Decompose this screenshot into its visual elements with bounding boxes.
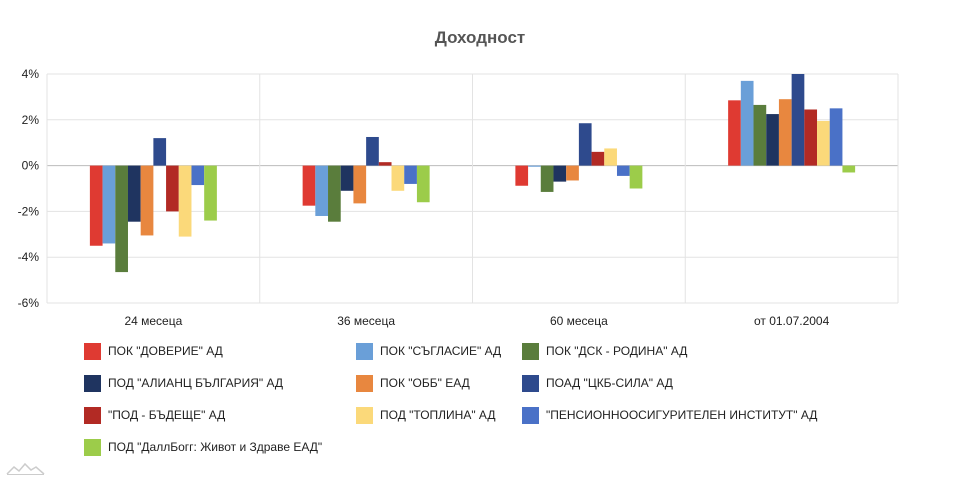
bar — [728, 100, 741, 166]
legend-item[interactable]: ПОАД "ЦКБ-СИЛА" АД — [522, 374, 844, 392]
legend-label: "ПОД - БЪДЕЩЕ" АД — [108, 408, 226, 422]
bar — [829, 108, 843, 166]
legend-swatch — [356, 406, 373, 424]
legend-item[interactable]: ПОК "ОББ" ЕАД — [356, 374, 522, 392]
bar — [778, 99, 792, 166]
chart-legend: ПОК "ДОВЕРИЕ" АД ПОК "СЪГЛАСИЕ" АД ПОК "ДС… — [84, 342, 844, 456]
bar — [629, 165, 643, 189]
y-tick-label: -2% — [18, 204, 40, 218]
legend-swatch — [84, 406, 101, 424]
bar — [353, 165, 367, 204]
legend-item[interactable]: ПОК "ДСК - РОДИНА" АД — [522, 342, 844, 360]
legend-item[interactable]: ПОД "ТОПЛИНА" АД — [356, 406, 522, 424]
bar — [391, 165, 405, 191]
legend-label: ПОД "ТОПЛИНА" АД — [380, 408, 496, 422]
bar — [515, 165, 529, 186]
y-tick-label: 4% — [22, 67, 40, 81]
chart-title: Доходност — [434, 28, 526, 47]
legend-swatch — [522, 342, 539, 360]
legend-swatch — [84, 374, 101, 392]
bar — [791, 74, 805, 166]
bar — [766, 114, 779, 166]
bar — [540, 165, 554, 192]
legend-item[interactable]: ПОК "ДОВЕРИЕ" АД — [84, 342, 356, 360]
bar — [89, 165, 103, 246]
legend-label: "ПЕНСИОННООСИГУРИТЕЛЕН ИНСТИТУТ" АД — [546, 408, 818, 422]
y-tick-label: -4% — [18, 250, 40, 264]
bar — [753, 104, 767, 166]
bar — [817, 120, 830, 166]
legend-label: ПОАД "ЦКБ-СИЛА" АД — [546, 376, 673, 390]
bar — [204, 165, 217, 221]
category-label: 36 месеца — [337, 314, 395, 328]
y-tick-label: 2% — [22, 113, 40, 127]
legend-item[interactable]: "ПЕНСИОННООСИГУРИТЕЛЕН ИНСТИТУТ" АД — [522, 406, 844, 424]
y-tick-label: 0% — [22, 159, 40, 173]
bar — [102, 165, 116, 244]
legend-item[interactable]: ПОК "СЪГЛАСИЕ" АД — [356, 342, 522, 360]
y-tick-label: -6% — [18, 296, 40, 310]
bar — [366, 136, 379, 166]
bar — [140, 165, 154, 236]
bar — [553, 165, 567, 182]
bar — [153, 138, 167, 166]
bar — [166, 165, 179, 212]
legend-label: ПОД "ДаллБогг: Живот и Здраве ЕАД" — [108, 440, 323, 454]
legend-swatch — [356, 374, 373, 392]
legend-label: ПОК "ОББ" ЕАД — [380, 376, 470, 390]
bar — [115, 165, 128, 273]
legend-label: ПОД "АЛИАНЦ БЪЛГАРИЯ" АД — [108, 376, 284, 390]
bar — [416, 165, 430, 203]
legend-item[interactable]: ПОД "ДаллБогг: Живот и Здраве ЕАД" — [84, 438, 356, 456]
bar-chart: 4% 2% 0% -2% -4% -6% 24 месеца 36 месеца 60 месе… — [18, 67, 899, 328]
bar — [566, 165, 579, 181]
bar — [616, 165, 630, 176]
bar — [578, 123, 592, 166]
bar — [178, 165, 192, 237]
legend-swatch — [522, 406, 539, 424]
legend-label: ПОК "СЪГЛАСИЕ" АД — [380, 344, 502, 358]
bar — [315, 165, 329, 216]
bar — [127, 165, 141, 222]
bar — [740, 80, 754, 166]
bar — [340, 165, 354, 191]
bar — [528, 165, 541, 167]
bar — [328, 165, 341, 222]
bar — [604, 148, 617, 166]
legend-swatch — [84, 438, 101, 456]
bar — [378, 162, 392, 166]
bar — [404, 165, 417, 184]
logo-icon — [6, 462, 45, 475]
bar — [842, 165, 856, 173]
category-label: 24 месеца — [124, 314, 182, 328]
category-label: 60 месеца — [550, 314, 608, 328]
legend-swatch — [356, 342, 373, 360]
legend-item[interactable]: ПОД "АЛИАНЦ БЪЛГАРИЯ" АД — [84, 374, 356, 392]
legend-swatch — [84, 342, 101, 360]
legend-label: ПОК "ДОВЕРИЕ" АД — [108, 344, 223, 358]
legend-label: ПОК "ДСК - РОДИНА" АД — [546, 344, 688, 358]
bar — [191, 165, 205, 186]
category-label: от 01.07.2004 — [754, 314, 830, 328]
bar — [804, 109, 818, 166]
legend-item[interactable]: "ПОД - БЪДЕЩЕ" АД — [84, 406, 356, 424]
legend-swatch — [522, 374, 539, 392]
bar — [302, 165, 316, 206]
bar — [591, 151, 605, 166]
